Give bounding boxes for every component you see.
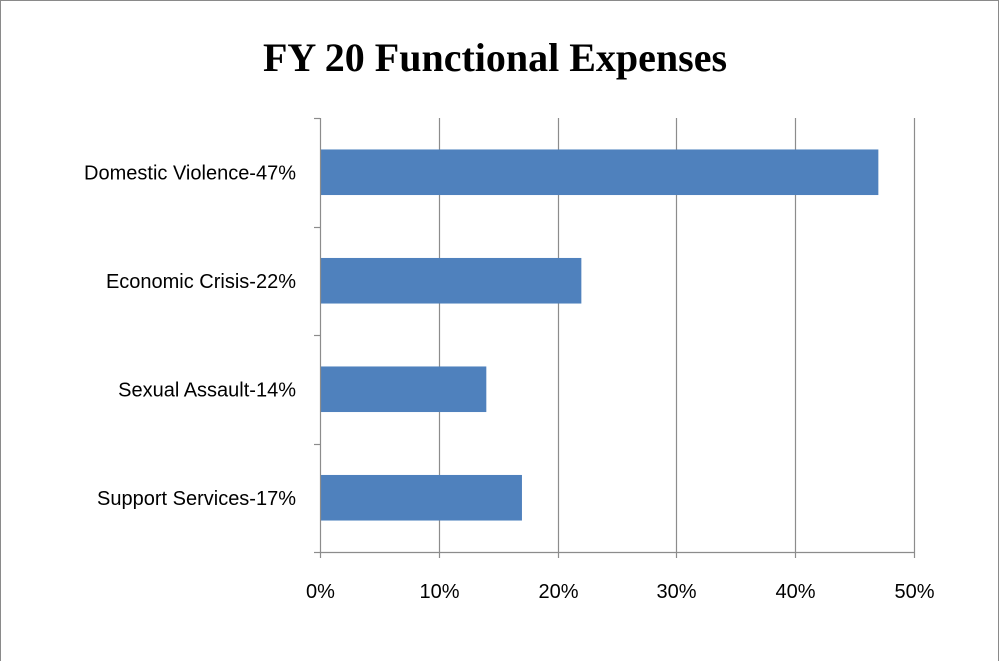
bar — [320, 257, 582, 304]
axes — [314, 117, 916, 558]
chart-title: FY 20 Functional Expenses — [262, 35, 728, 80]
x-tick-label: 0% — [306, 581, 335, 603]
bar — [320, 366, 487, 413]
labels: 0% 10% 20% 30% 40% 50% Domestic Violence-47% Ec… — [84, 162, 935, 603]
bars — [320, 149, 879, 521]
category-label: Economic Crisis-22% — [106, 271, 296, 293]
x-tick-label: 50% — [894, 581, 934, 603]
x-tick-label: 20% — [538, 581, 578, 603]
x-tick-label: 40% — [775, 581, 815, 603]
bar — [320, 474, 522, 521]
category-label: Domestic Violence-47% — [84, 162, 296, 184]
bar — [320, 149, 879, 196]
category-label: Support Services-17% — [97, 488, 296, 510]
x-tick-label: 10% — [419, 581, 459, 603]
x-tick-label: 30% — [656, 581, 696, 603]
category-label: Sexual Assault-14% — [118, 379, 296, 401]
